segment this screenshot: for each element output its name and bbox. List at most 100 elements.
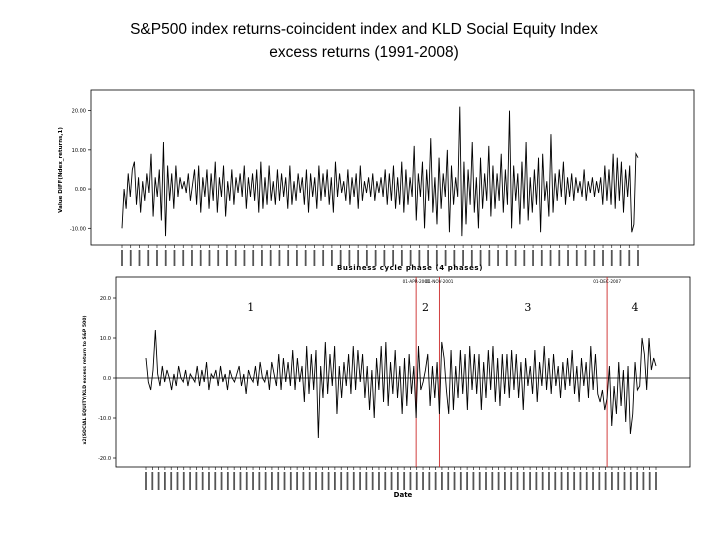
x-tick-label	[138, 250, 141, 266]
x-tick-label	[462, 250, 464, 266]
x-tick-label	[478, 472, 481, 490]
x-tick-label	[321, 472, 324, 490]
x-tick-label	[488, 250, 491, 266]
chart-bot-y-axis: -20.0 -10.0 0.0 10.0 20.0	[98, 296, 116, 462]
x-tick-label	[497, 250, 499, 266]
phase-number-label: 4	[632, 301, 639, 314]
x-tick-label	[567, 250, 569, 266]
x-tick-label	[258, 472, 261, 490]
x-tick-label	[485, 472, 487, 490]
x-tick-label	[466, 472, 469, 490]
phase-number-label: 2	[422, 301, 429, 314]
x-tick-label	[648, 472, 651, 490]
x-tick-label	[453, 250, 456, 266]
x-tick-label	[459, 472, 462, 490]
chart-top-x-axis	[121, 245, 639, 266]
x-tick-label	[277, 472, 280, 490]
x-tick-label	[418, 250, 421, 266]
x-tick-label	[226, 250, 228, 266]
x-tick-label	[383, 250, 386, 266]
x-tick-label	[243, 250, 246, 266]
x-tick-label	[214, 472, 217, 490]
x-tick-label	[554, 472, 557, 490]
x-tick-label	[540, 250, 543, 266]
x-tick-label	[579, 472, 582, 490]
x-tick-label	[636, 472, 639, 490]
x-tick-label	[330, 250, 333, 266]
slide-title-line1: S&P500 index returns-coincident index an…	[130, 21, 598, 38]
x-tick-label	[548, 472, 550, 490]
x-tick-label	[145, 472, 147, 490]
chart-bot-series-line	[145, 329, 657, 439]
x-tick-label	[396, 472, 399, 490]
x-tick-label	[365, 250, 368, 266]
x-tick-label	[629, 472, 632, 490]
x-tick-label	[384, 472, 387, 490]
x-tick-label	[296, 250, 298, 266]
x-tick-label	[575, 250, 578, 266]
x-tick-label	[497, 472, 500, 490]
x-tick-label	[271, 472, 273, 490]
x-tick-label	[313, 250, 316, 266]
x-tick-label	[435, 250, 438, 266]
x-tick-label	[378, 472, 380, 490]
x-tick-label	[584, 250, 587, 266]
x-tick-label	[278, 250, 281, 266]
x-tick-label	[182, 250, 185, 266]
x-tick-label	[610, 250, 613, 266]
x-tick-label	[434, 472, 437, 490]
x-tick-label	[415, 472, 418, 490]
x-tick-label	[296, 472, 299, 490]
x-tick-label	[264, 472, 267, 490]
y-tick-label: 10.0	[100, 336, 111, 342]
x-tick-label	[390, 472, 393, 490]
x-tick-label	[505, 250, 508, 266]
x-tick-label	[522, 472, 525, 490]
x-tick-label	[566, 472, 569, 490]
phase-boundary-date-label: 01-DEC-2007	[593, 279, 621, 284]
x-tick-label	[558, 250, 561, 266]
x-tick-label	[604, 472, 607, 490]
x-tick-label	[623, 472, 626, 490]
kld-excess-return-chart: -20.0 -10.0 0.0 10.0 20.0 01-APR-200101-NOV-…	[82, 276, 691, 499]
x-tick-label	[392, 250, 395, 266]
x-tick-label	[239, 472, 242, 490]
y-tick-label: -20.0	[98, 456, 111, 462]
x-tick-label	[374, 250, 377, 266]
x-tick-label	[371, 472, 374, 490]
x-tick-label	[189, 472, 191, 490]
x-tick-label	[592, 472, 594, 490]
x-tick-label	[302, 472, 305, 490]
chart-top-x-axis-label: Business cycle phase (4 phases)	[337, 264, 483, 272]
x-tick-label	[514, 250, 517, 266]
x-tick-label	[602, 250, 604, 266]
y-tick-label: 20.0	[100, 296, 111, 302]
x-tick-label	[121, 250, 123, 266]
x-tick-label	[315, 472, 317, 490]
x-tick-label	[269, 250, 272, 266]
phase-boundary-date-label: 01-NOV-2001	[425, 279, 453, 284]
x-tick-label	[359, 472, 361, 490]
y-tick-label: 10.00	[72, 148, 86, 154]
x-tick-label	[535, 472, 538, 490]
y-tick-label: 0.0	[103, 376, 111, 382]
x-tick-label	[348, 250, 351, 266]
x-tick-label	[195, 472, 198, 490]
y-tick-label: 20.00	[72, 109, 86, 115]
x-tick-label	[628, 250, 631, 266]
x-tick-label	[182, 472, 185, 490]
x-tick-label	[444, 250, 447, 266]
x-tick-label	[549, 250, 552, 266]
x-tick-label	[593, 250, 596, 266]
x-tick-label	[217, 250, 220, 266]
x-tick-label	[532, 250, 534, 266]
x-tick-label	[201, 472, 204, 490]
phase-boundary-date-label: 01-APR-2001	[403, 279, 430, 284]
x-tick-label	[208, 250, 211, 266]
x-tick-label	[308, 472, 311, 490]
chart-top-frame	[90, 89, 695, 246]
x-tick-label	[164, 250, 167, 266]
x-tick-label	[208, 472, 210, 490]
x-tick-label	[441, 472, 443, 490]
x-tick-label	[322, 250, 325, 266]
